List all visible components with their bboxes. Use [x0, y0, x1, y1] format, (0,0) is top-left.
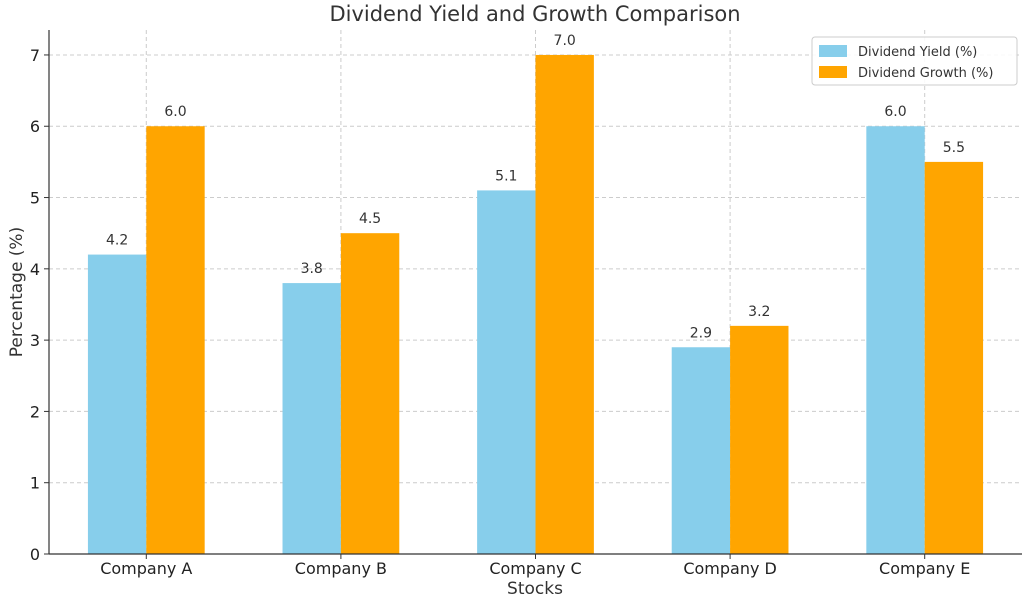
x-tick-label: Company B: [295, 559, 387, 578]
bar-yield: [477, 190, 536, 555]
bar-yield: [282, 283, 341, 554]
bars: [87, 54, 984, 555]
bar-value-label: 4.5: [359, 211, 381, 227]
bar-value-label: 5.1: [495, 168, 517, 184]
axes: [44, 30, 1022, 559]
legend: Dividend Yield (%) Dividend Growth (%): [811, 36, 1018, 86]
bar-growth: [924, 161, 984, 554]
bar-growth: [535, 54, 594, 554]
y-tick-label: 6: [30, 117, 40, 136]
legend-box: [811, 36, 1018, 86]
bar-value-label: 6.0: [164, 104, 186, 120]
data-labels: 4.2 3.8 5.1 2.9 6.0 6.0 4.5 7.0 3.2 5.5: [106, 33, 965, 341]
legend-swatch: [819, 45, 847, 57]
x-tick-label: Company A: [100, 559, 192, 578]
tick-labels: 0 1 2 3 4 5 6 7 Company A Company B Company C Compa…: [30, 46, 971, 578]
x-axis-label: Stocks: [507, 579, 563, 597]
y-tick-label: 7: [30, 46, 40, 65]
bar-growth: [340, 233, 400, 555]
bar-value-label: 6.0: [884, 104, 906, 120]
y-tick-label: 4: [30, 260, 40, 279]
bar-yield: [87, 254, 147, 555]
legend-swatch: [819, 66, 847, 78]
x-tick-label: Company D: [683, 559, 777, 578]
legend-label: Dividend Growth (%): [858, 66, 993, 81]
x-tick-label: Company C: [489, 559, 581, 578]
y-tick-label: 5: [30, 189, 40, 208]
y-tick-label: 0: [30, 545, 40, 564]
bar-value-label: 2.9: [690, 325, 712, 341]
y-axis-label: Percentage (%): [7, 227, 27, 357]
chart-title: Dividend Yield and Growth Comparison: [329, 2, 740, 26]
bar-growth: [146, 126, 205, 554]
legend-label: Dividend Yield (%): [858, 45, 977, 60]
y-tick-label: 2: [30, 402, 40, 421]
y-tick-label: 1: [30, 474, 40, 493]
bar-value-label: 5.5: [943, 140, 965, 156]
bar-growth: [730, 325, 789, 554]
bar-yield: [671, 347, 731, 554]
bar-value-label: 4.2: [106, 233, 128, 249]
x-tick-label: Company E: [879, 559, 970, 578]
bar-yield: [866, 126, 925, 554]
y-tick-label: 3: [30, 331, 40, 350]
bar-value-label: 3.2: [748, 304, 770, 320]
bar-value-label: 3.8: [301, 261, 323, 277]
bar-value-label: 7.0: [554, 33, 576, 49]
